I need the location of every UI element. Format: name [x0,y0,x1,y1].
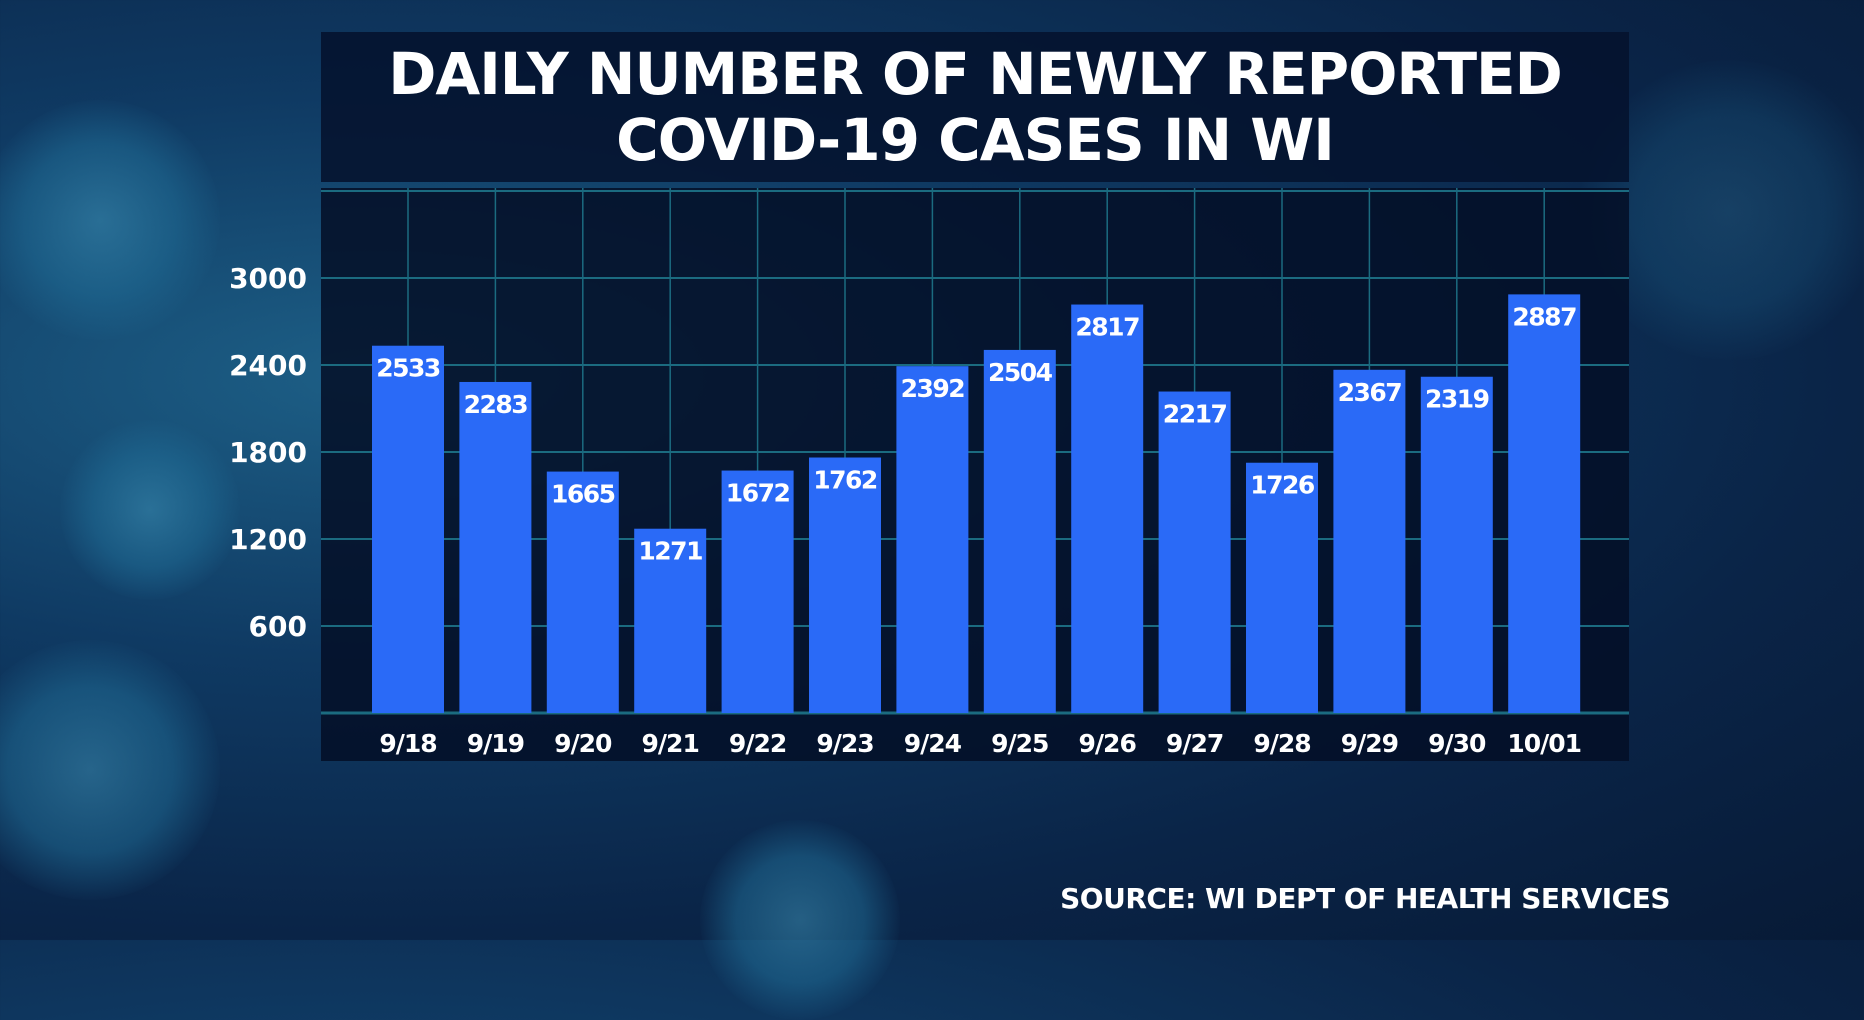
bar-value-label: 1726 [1250,471,1315,500]
bar [459,381,532,713]
bar [721,470,794,713]
bar-value-label: 2817 [1075,313,1139,342]
x-tick-label: 9/28 [1253,729,1310,758]
x-tick-label: 10/01 [1507,729,1581,758]
x-tick-label: 9/23 [816,729,873,758]
bar-value-label: 2367 [1338,378,1402,407]
x-tick-label: 9/27 [1166,729,1223,758]
bar-value-label: 1672 [726,479,790,508]
bar-value-label: 2217 [1163,400,1227,429]
bar [1071,304,1144,713]
bar-value-label: 1665 [551,480,615,509]
chart-title-line-1: DAILY NUMBER OF NEWLY REPORTED [388,40,1563,108]
bar [546,471,619,713]
x-tick-label: 9/30 [1428,729,1486,758]
bar [1333,369,1406,713]
y-tick-label: 600 [249,610,307,643]
y-tick-label: 3000 [229,262,307,295]
y-tick-label: 2400 [229,349,307,382]
chart-title: DAILY NUMBER OF NEWLY REPORTED COVID-19 … [321,32,1629,182]
virus-decoration [0,100,220,340]
bar-chart: 600 1200 1800 2400 3000 2533 9/18 2283 9/19 1665 9… [229,188,1629,758]
x-tick-label: 9/21 [642,729,699,758]
x-tick-label: 9/24 [904,729,962,758]
bar-value-label: 2283 [464,390,528,419]
bar-value-label: 2887 [1512,302,1576,331]
source-note: SOURCE: WI DEPT OF HEALTH SERVICES [1060,882,1670,915]
bar [634,528,707,713]
y-tick-label: 1200 [229,523,307,556]
x-tick-label: 9/22 [729,729,786,758]
bar [1246,462,1318,713]
bar [809,457,881,713]
x-tick-label: 9/19 [467,729,524,758]
bar-value-label: 1271 [638,537,702,566]
x-tick-label: 9/29 [1341,729,1398,758]
bar-value-label: 2533 [376,354,440,383]
bar [372,345,444,713]
bar [1420,376,1493,713]
chart-panel [321,188,1629,761]
x-tick-label: 9/20 [554,729,612,758]
bar-value-label: 2504 [988,358,1053,387]
x-tick-label: 9/18 [379,729,436,758]
bar-value-label: 2319 [1425,385,1489,414]
bar-value-label: 1762 [813,466,877,495]
bar-value-label: 2392 [901,374,965,403]
bar [983,349,1056,713]
y-tick-label: 1800 [229,436,307,469]
chart-title-line-2: COVID-19 CASES IN WI [616,106,1335,174]
bar [1508,294,1581,713]
bar [896,366,969,713]
bar [1158,391,1231,713]
x-tick-label: 9/25 [991,729,1048,758]
x-tick-label: 9/26 [1079,729,1137,758]
virus-decoration [0,640,220,900]
virus-decoration [60,420,240,600]
